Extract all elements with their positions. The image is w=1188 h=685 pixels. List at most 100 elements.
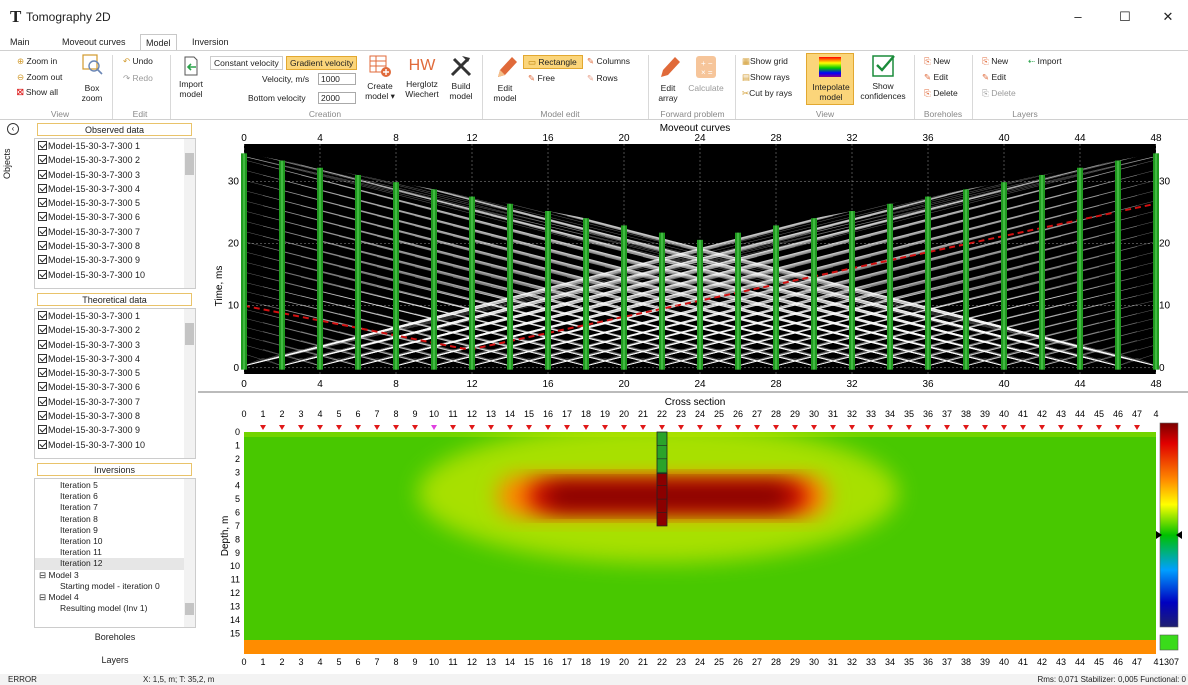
tab-inversion[interactable]: Inversion bbox=[192, 37, 229, 47]
maximize-button[interactable]: ☐ bbox=[1119, 9, 1131, 24]
show-grid-toggle[interactable]: ▦Show grid bbox=[742, 56, 788, 66]
checkbox[interactable] bbox=[38, 226, 47, 236]
undo-button[interactable]: ↶ Undo bbox=[123, 56, 153, 66]
checkbox[interactable] bbox=[38, 255, 47, 265]
checkbox[interactable] bbox=[38, 325, 47, 335]
inversion-tree-item[interactable]: Starting model - iteration 0 bbox=[60, 580, 160, 591]
columns-option[interactable]: ✎ Columns bbox=[587, 56, 630, 66]
theoretical-data-item[interactable]: Model-15-30-3-7-300 2 bbox=[35, 323, 195, 337]
theoretical-data-item[interactable]: Model-15-30-3-7-300 3 bbox=[35, 338, 195, 352]
checkbox[interactable] bbox=[38, 241, 47, 251]
checkbox[interactable] bbox=[38, 198, 47, 208]
observed-data-item[interactable]: Model-15-30-3-7-300 9 bbox=[35, 253, 195, 267]
checkbox[interactable] bbox=[38, 382, 47, 392]
checkbox[interactable] bbox=[38, 311, 47, 320]
theoretical-data-item[interactable]: Model-15-30-3-7-300 7 bbox=[35, 395, 195, 409]
layer-edit-button[interactable]: ✎ Edit bbox=[982, 72, 1006, 82]
inversion-tree-item[interactable]: Iteration 8 bbox=[60, 513, 98, 524]
show-all-button[interactable]: ⛝ Show all bbox=[17, 87, 58, 97]
checkbox[interactable] bbox=[38, 439, 47, 449]
observed-data-item[interactable]: Model-15-30-3-7-300 1 bbox=[35, 139, 195, 153]
inversions-header[interactable]: Inversions bbox=[37, 463, 192, 476]
charts-svg[interactable]: Moveout curves Time, ms 0044881212161620… bbox=[198, 121, 1188, 674]
observed-data-item[interactable]: Model-15-30-3-7-300 3 bbox=[35, 168, 195, 182]
inversion-tree-item[interactable]: Iteration 9 bbox=[60, 524, 98, 535]
inversion-tree-item[interactable]: ⊟ Model 3 bbox=[39, 569, 79, 580]
box-zoom-button[interactable]: Box zoom bbox=[78, 53, 106, 103]
theoretical-data-header[interactable]: Theoretical data bbox=[37, 293, 192, 306]
observed-data-item[interactable]: Model-15-30-3-7-300 8 bbox=[35, 239, 195, 253]
rectangle-option[interactable]: ▭ Rectangle bbox=[523, 55, 583, 69]
checkbox[interactable] bbox=[38, 269, 47, 279]
inversion-tree-item[interactable]: Iteration 6 bbox=[60, 491, 98, 502]
inversion-tree-item[interactable]: Iteration 12 bbox=[35, 558, 195, 570]
inversion-tree-item[interactable]: ⊟ Model 4 bbox=[39, 591, 79, 602]
close-button[interactable]: ✕ bbox=[1162, 9, 1174, 24]
theoretical-data-item[interactable]: Model-15-30-3-7-300 6 bbox=[35, 380, 195, 394]
layer-import-button[interactable]: ⇠ Import bbox=[1028, 56, 1062, 66]
inversion-tree-item[interactable]: Iteration 7 bbox=[60, 502, 98, 513]
show-confidences-button[interactable]: Show confidences bbox=[858, 53, 908, 101]
observed-data-item[interactable]: Model-15-30-3-7-300 2 bbox=[35, 153, 195, 167]
checkbox[interactable] bbox=[38, 155, 47, 165]
boreholes-panel-button[interactable]: Boreholes bbox=[94, 632, 136, 642]
checkbox[interactable] bbox=[38, 411, 47, 421]
show-rays-toggle[interactable]: ▤Show rays bbox=[742, 72, 790, 82]
borehole-new-button[interactable]: ⎘ New bbox=[924, 56, 950, 66]
checkbox[interactable] bbox=[38, 396, 47, 406]
scrollbar[interactable] bbox=[184, 309, 195, 458]
checkbox[interactable] bbox=[38, 141, 47, 150]
checkbox[interactable] bbox=[38, 425, 47, 435]
inversion-tree-item[interactable]: Iteration 5 bbox=[60, 480, 98, 490]
create-model-button[interactable]: Create model ▾ bbox=[362, 53, 398, 101]
velocity-input[interactable]: 1000 bbox=[318, 73, 356, 85]
checkbox[interactable] bbox=[38, 169, 47, 179]
theoretical-data-item[interactable]: Model-15-30-3-7-300 8 bbox=[35, 409, 195, 423]
inversion-tree-item[interactable]: Resulting model (Inv 1) bbox=[60, 603, 148, 614]
tab-main[interactable]: Main bbox=[10, 37, 30, 47]
borehole-delete-button[interactable]: ⎘ Delete bbox=[924, 88, 958, 98]
constant-velocity-option[interactable]: Constant velocity bbox=[210, 56, 283, 70]
minimize-button[interactable]: – bbox=[1074, 9, 1082, 24]
observed-data-item[interactable]: Model-15-30-3-7-300 4 bbox=[35, 182, 195, 196]
borehole-edit-button[interactable]: ✎ Edit bbox=[924, 72, 948, 82]
observed-data-item[interactable]: Model-15-30-3-7-300 10 bbox=[35, 268, 195, 282]
inversion-tree-item[interactable]: Iteration 10 bbox=[60, 535, 103, 546]
calculate-button[interactable]: + − × = Calculate bbox=[686, 53, 726, 93]
checkbox[interactable] bbox=[38, 353, 47, 363]
edit-array-button[interactable]: Edit array bbox=[653, 53, 683, 103]
theoretical-data-item[interactable]: Model-15-30-3-7-300 5 bbox=[35, 366, 195, 380]
observed-data-item[interactable]: Model-15-30-3-7-300 7 bbox=[35, 225, 195, 239]
tab-model[interactable]: Model bbox=[140, 34, 177, 51]
scrollbar[interactable] bbox=[184, 479, 195, 627]
borehole[interactable] bbox=[656, 431, 668, 527]
theoretical-data-item[interactable]: Model-15-30-3-7-300 10 bbox=[35, 438, 195, 452]
theoretical-data-item[interactable]: Model-15-30-3-7-300 9 bbox=[35, 423, 195, 437]
scrollbar[interactable] bbox=[184, 139, 195, 288]
checkbox[interactable] bbox=[38, 183, 47, 193]
checkbox[interactable] bbox=[38, 212, 47, 222]
build-model-button[interactable]: Build model bbox=[446, 53, 476, 101]
observed-data-item[interactable]: Model-15-30-3-7-300 6 bbox=[35, 210, 195, 224]
free-option[interactable]: ✎ Free bbox=[528, 73, 555, 83]
herglotz-wiechert-button[interactable]: HW Herglotz Wiechert bbox=[400, 53, 444, 99]
interpolate-model-toggle[interactable]: Intepolate model bbox=[806, 53, 854, 105]
edit-model-button[interactable]: Edit model bbox=[490, 53, 520, 103]
layer-new-button[interactable]: ⎘ New bbox=[982, 56, 1008, 66]
observed-data-header[interactable]: Observed data bbox=[37, 123, 192, 136]
theoretical-data-item[interactable]: Model-15-30-3-7-300 1 bbox=[35, 309, 195, 323]
cut-by-rays-toggle[interactable]: ✂Cut by rays bbox=[742, 88, 792, 98]
zoom-out-button[interactable]: ⊖ Zoom out bbox=[17, 72, 62, 82]
inversion-tree-item[interactable]: Iteration 11 bbox=[60, 547, 102, 558]
import-model-button[interactable]: Import model bbox=[176, 55, 206, 99]
rows-option[interactable]: ✎ Rows bbox=[587, 73, 618, 83]
checkbox[interactable] bbox=[38, 339, 47, 349]
theoretical-data-item[interactable]: Model-15-30-3-7-300 4 bbox=[35, 352, 195, 366]
checkbox[interactable] bbox=[38, 368, 47, 378]
layer-delete-button[interactable]: ⎘ Delete bbox=[982, 88, 1016, 98]
redo-button[interactable]: ↷ Redo bbox=[123, 73, 153, 83]
collapse-sidebar-icon[interactable]: ‹ bbox=[7, 123, 19, 135]
tab-moveout-curves[interactable]: Moveout curves bbox=[62, 37, 126, 47]
gradient-velocity-option[interactable]: Gradient velocity bbox=[286, 56, 358, 70]
zoom-in-button[interactable]: ⊕ Zoom in bbox=[17, 56, 57, 66]
